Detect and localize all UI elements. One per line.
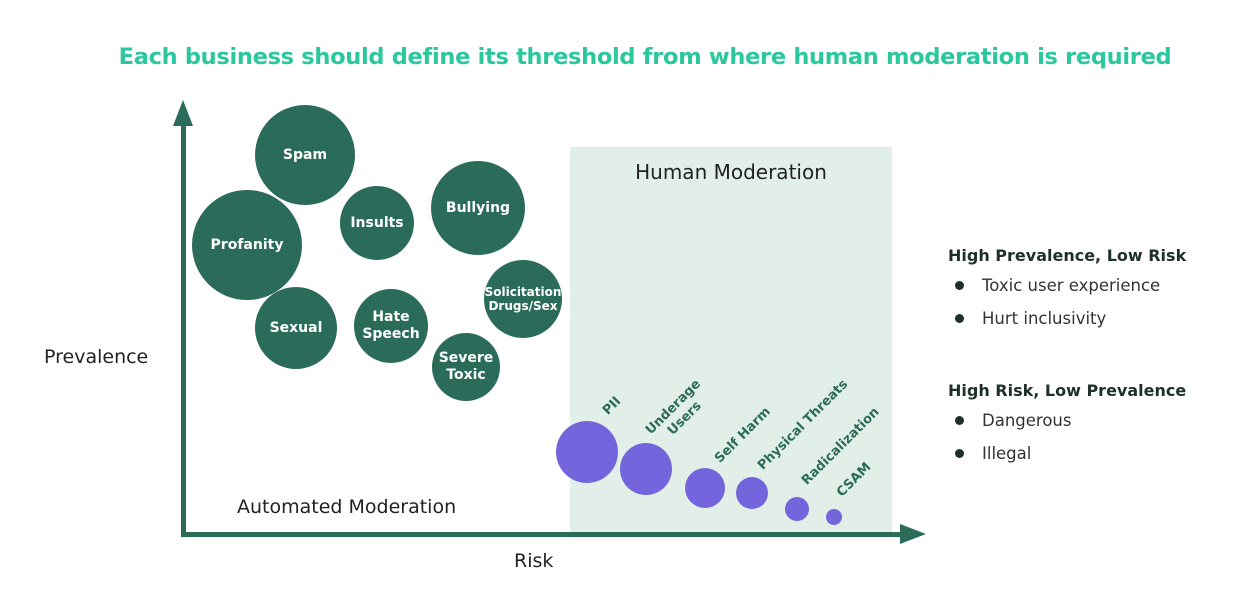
y-axis-line: [181, 122, 186, 536]
legend-heading: High Prevalence, Low Risk: [948, 246, 1187, 265]
bubble-label: Insults: [350, 214, 404, 231]
human-moderation-zone: [570, 147, 892, 532]
bullet-icon: [955, 449, 964, 458]
bubble-label: Spam: [282, 146, 328, 163]
bubble-bullying: Bullying: [431, 161, 525, 255]
x-axis-line: [181, 532, 903, 537]
bubble-label: Bullying: [445, 199, 511, 216]
bullet-icon: [955, 416, 964, 425]
bubble-radicalization: [785, 497, 809, 521]
legend-group-high-risk: High Risk, Low Prevalence Dangerous Ille…: [948, 381, 1186, 470]
x-axis-arrow-icon: [900, 524, 926, 544]
bubble-insults: Insults: [340, 186, 414, 260]
bubble-underage-users: [620, 443, 672, 495]
bubble-pii: [556, 421, 618, 483]
legend-item: Hurt inclusivity: [948, 302, 1186, 335]
bubble-label-line1: Severe: [438, 350, 494, 367]
x-axis-label: Risk: [514, 550, 554, 572]
bullet-icon: [955, 281, 964, 290]
legend-item: Dangerous: [948, 404, 1186, 437]
legend-heading: High Risk, Low Prevalence: [948, 381, 1187, 400]
legend-group-high-prevalence: High Prevalence, Low Risk Toxic user exp…: [948, 246, 1186, 335]
human-moderation-label: Human Moderation: [635, 160, 827, 184]
bubble-label-line2: Speech: [362, 326, 420, 342]
bubble-label-line1: Solicitation: [484, 284, 562, 299]
legend-item: Toxic user experience: [948, 269, 1186, 302]
bubble-self-harm: [685, 468, 725, 508]
bubble-label-line2: Toxic: [446, 367, 486, 383]
bubble-severe-toxic: Severe Toxic: [432, 333, 500, 401]
y-axis-arrow-icon: [173, 100, 193, 126]
bubble-label-line2: Drugs/Sex: [488, 299, 558, 313]
legend-item: Illegal: [948, 437, 1186, 470]
diagram-title: Each business should define its threshol…: [118, 44, 1172, 70]
bullet-icon: [955, 314, 964, 323]
bubble-sexual: Sexual: [255, 287, 337, 369]
bubble-label: Profanity: [210, 236, 284, 253]
bubble-solicitation: Solicitation Drugs/Sex: [484, 260, 562, 338]
automated-moderation-label: Automated Moderation: [237, 496, 457, 518]
bubble-label: Sexual: [269, 319, 323, 336]
bubble-profanity: Profanity: [192, 190, 302, 300]
bubble-spam: Spam: [255, 105, 355, 205]
bubble-physical-threats: [736, 477, 768, 509]
bubble-csam: [826, 509, 842, 525]
y-axis-label: Prevalence: [44, 346, 149, 368]
bubble-label-line1: Hate: [372, 309, 410, 326]
bubble-hate-speech: Hate Speech: [354, 289, 428, 363]
